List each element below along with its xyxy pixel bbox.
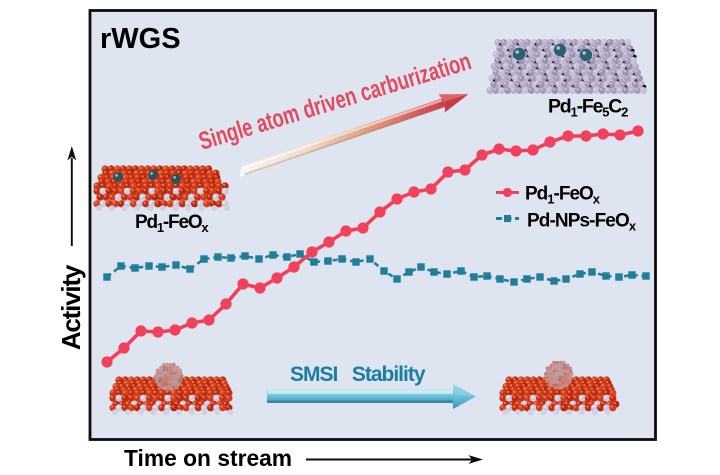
svg-text:SMSI Stability: SMSI Stability xyxy=(290,363,426,386)
svg-text:Activity: Activity xyxy=(56,264,86,350)
svg-text:Pd-NPs-FeOx: Pd-NPs-FeOx xyxy=(527,211,637,234)
svg-text:Pd1-FeOx: Pd1-FeOx xyxy=(135,212,209,235)
svg-text:Time on stream: Time on stream xyxy=(124,445,292,471)
svg-text:rWGS: rWGS xyxy=(100,23,181,55)
svg-text:Pd1-FeOx: Pd1-FeOx xyxy=(525,184,601,207)
svg-text:Pd1-Fe5C2: Pd1-Fe5C2 xyxy=(548,96,628,120)
